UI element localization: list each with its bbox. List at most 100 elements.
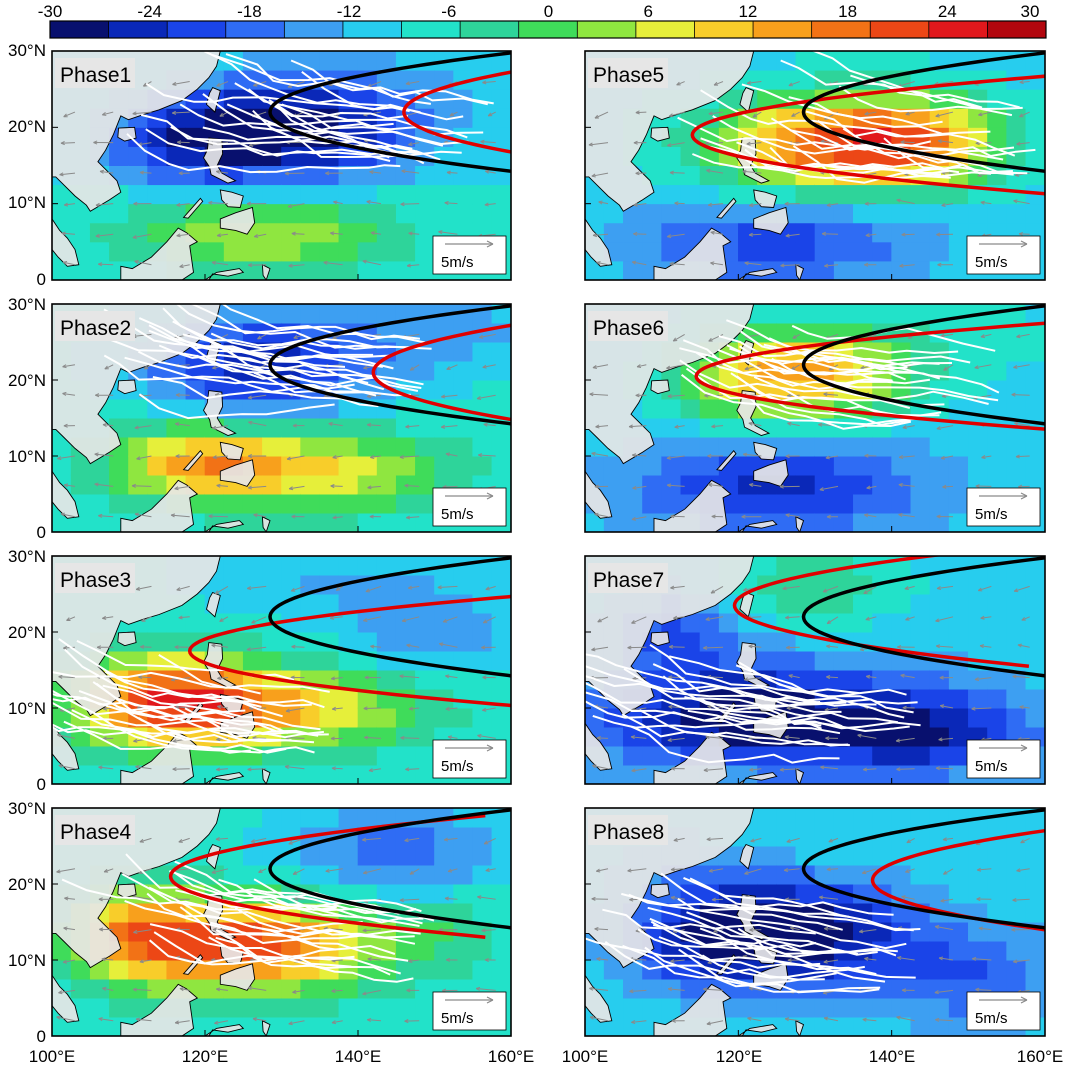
field-cell xyxy=(357,184,378,205)
wind-vector-head xyxy=(292,989,297,994)
field-cell xyxy=(434,203,455,224)
field-cell xyxy=(968,864,988,885)
land-polygon xyxy=(737,1024,778,1036)
field-cell xyxy=(415,304,435,324)
wind-vector xyxy=(328,423,343,427)
tc-track xyxy=(683,876,914,932)
wind-vector-head xyxy=(783,867,789,873)
field-cell xyxy=(395,826,416,847)
field-cell xyxy=(319,845,340,866)
field-cell xyxy=(929,436,950,457)
tc-track xyxy=(730,372,911,426)
field-cell xyxy=(910,203,931,224)
wind-vector-head xyxy=(899,263,904,268)
wind-vector xyxy=(370,232,382,235)
field-cell xyxy=(204,978,225,999)
field-cell xyxy=(434,864,455,885)
field-cell xyxy=(472,845,493,866)
wind-vector-head xyxy=(779,484,784,489)
tc-track xyxy=(102,684,321,731)
field-cell xyxy=(491,864,511,885)
tc-tracks xyxy=(52,637,330,754)
wind-vector xyxy=(820,766,839,770)
wind-vector xyxy=(942,485,954,488)
field-cell xyxy=(814,51,835,71)
field-cell xyxy=(319,304,340,324)
wind-vector xyxy=(785,514,800,518)
wind-vector-head xyxy=(596,957,601,962)
field-cell xyxy=(833,921,854,942)
wind-vector-head xyxy=(246,586,252,591)
field-cell xyxy=(491,203,511,224)
field-cell xyxy=(89,493,110,514)
map-content xyxy=(52,51,511,280)
field-cell xyxy=(281,808,302,828)
wind-vector-head xyxy=(629,897,634,902)
field-cell xyxy=(968,940,988,961)
field-cell xyxy=(491,184,511,205)
field-cell xyxy=(585,455,605,476)
wind-vector-head xyxy=(786,706,791,711)
wind-vector xyxy=(629,425,647,428)
field-cell xyxy=(491,436,511,457)
field-cell xyxy=(623,1016,643,1036)
scale-vector-label: 5m/s xyxy=(975,1010,1008,1027)
field-cell xyxy=(968,574,988,595)
field-cell xyxy=(929,826,950,847)
wind-vector xyxy=(669,172,685,174)
field-cell xyxy=(147,612,168,633)
colorbar-tick-5: 0 xyxy=(544,2,553,21)
wind-vector-head xyxy=(979,644,985,649)
wind-vector-head xyxy=(59,172,64,177)
field-cell xyxy=(968,959,988,980)
wind-vector xyxy=(216,988,229,991)
field-cell xyxy=(185,127,206,147)
wind-vector xyxy=(362,989,382,995)
field-cell xyxy=(300,398,321,419)
wind-vector xyxy=(898,514,915,518)
tc-track xyxy=(639,709,849,747)
tc-track xyxy=(726,319,959,354)
wind-vector-head xyxy=(901,988,907,993)
wind-vector xyxy=(592,364,609,369)
wind-vector-head xyxy=(980,334,985,339)
wind-vector-head xyxy=(591,173,596,178)
field-cell xyxy=(415,322,435,343)
field-cell xyxy=(319,398,340,419)
wind-vector-head xyxy=(438,230,443,235)
wind-vector-head xyxy=(750,838,755,843)
field-cell xyxy=(757,808,778,828)
field-cell xyxy=(281,184,302,205)
field-cell xyxy=(376,51,397,71)
colorbar-swatch xyxy=(987,21,1047,38)
field-cell xyxy=(242,845,263,866)
field-cell xyxy=(853,241,873,262)
colorbar-tick-6: 6 xyxy=(643,2,652,21)
wind-vector-head xyxy=(332,335,337,340)
field-cell xyxy=(453,688,474,709)
wind-vector xyxy=(824,707,839,711)
wind-vector xyxy=(591,646,609,651)
wind-vector xyxy=(248,485,267,489)
field-cell xyxy=(910,51,931,71)
land-polygon xyxy=(182,449,204,471)
tc-track xyxy=(215,936,391,976)
wind-vector-head xyxy=(62,391,67,396)
tc-track xyxy=(92,681,246,717)
field-cell xyxy=(453,379,474,400)
wind-vector xyxy=(673,837,685,842)
field-cell xyxy=(109,997,129,1018)
field-cell xyxy=(776,69,797,90)
wind-vector xyxy=(174,485,190,490)
field-cell xyxy=(910,556,931,576)
wind-vector xyxy=(135,766,152,770)
wind-vector xyxy=(171,514,190,518)
wind-vector-head xyxy=(1019,80,1024,85)
field-cell xyxy=(853,493,873,514)
wind-vector xyxy=(446,364,458,370)
field-cell xyxy=(89,241,110,262)
field-cell xyxy=(814,260,835,280)
wind-vector xyxy=(1014,422,1030,427)
field-cell xyxy=(929,593,950,614)
